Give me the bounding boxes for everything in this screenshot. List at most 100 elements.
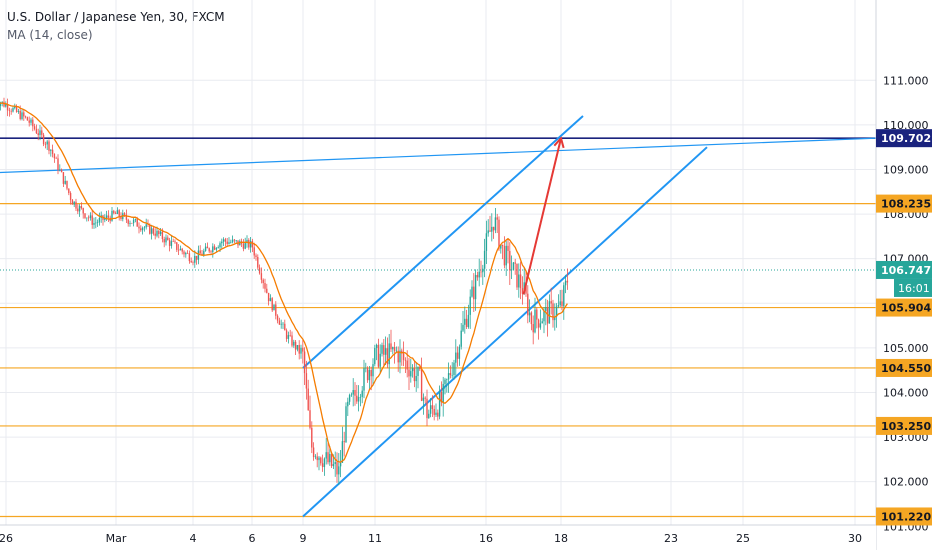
- projection-arrow: [522, 136, 565, 295]
- candle-body: [53, 153, 56, 159]
- candle-body: [456, 352, 459, 359]
- candle-body: [69, 193, 72, 200]
- indicator-legend: MA (14, close): [7, 28, 93, 42]
- candle-body: [339, 462, 342, 467]
- candle-body: [111, 210, 113, 221]
- trend-line-channel-upper: [302, 115, 584, 369]
- candle-body: [280, 323, 282, 325]
- candle-body: [474, 274, 477, 300]
- candle-body: [503, 246, 506, 266]
- candle-body: [554, 316, 556, 321]
- countdown-bg: [894, 278, 932, 297]
- time-axis-bg: [0, 525, 876, 550]
- horizontal-levels: [0, 137, 876, 518]
- candle-body: [413, 367, 416, 382]
- candle-body: [206, 246, 209, 249]
- candle-body: [194, 255, 196, 263]
- time-tick-label: 23: [664, 532, 678, 545]
- candle-body: [77, 208, 79, 212]
- candle-body: [158, 230, 160, 235]
- candle-body: [343, 441, 345, 443]
- candle-body: [114, 213, 117, 214]
- candle-body: [541, 321, 543, 324]
- candle-body: [561, 301, 563, 307]
- candle-body: [455, 352, 457, 363]
- candle-body: [563, 285, 565, 307]
- candle-body: [41, 130, 43, 135]
- candle-body: [127, 219, 129, 224]
- price-tick-label: 104.000: [883, 386, 929, 399]
- time-tick-label: 9: [300, 532, 307, 545]
- current-price-label: 106.747: [881, 264, 931, 277]
- level-price-label: 101.220: [881, 510, 931, 523]
- trend-line-long-trendline: [0, 135, 931, 174]
- candle-body: [498, 219, 500, 249]
- candle-body: [377, 344, 380, 367]
- candle-body: [410, 371, 412, 377]
- candle-body: [248, 239, 250, 248]
- resistance-price-label-bg: [876, 129, 932, 148]
- candle-body: [442, 383, 444, 403]
- level-price-label-bg: [876, 507, 932, 526]
- candle-body: [518, 274, 520, 288]
- candle-body: [264, 283, 266, 289]
- candle-body: [471, 286, 473, 297]
- candle-body: [431, 405, 434, 410]
- time-tick-label: 4: [190, 532, 197, 545]
- candle-body: [195, 255, 198, 260]
- candle-body: [564, 280, 567, 286]
- candle-body: [408, 369, 410, 377]
- candle-body: [73, 201, 75, 205]
- candle-body: [190, 261, 192, 263]
- price-axis[interactable]: 101.000102.000103.000104.000105.000106.0…: [875, 0, 932, 550]
- candle-body: [24, 116, 27, 118]
- candle-body: [269, 298, 272, 302]
- trend-line-channel-lower: [302, 146, 708, 518]
- candle-body: [244, 242, 246, 249]
- level-price-label: 103.250: [881, 420, 931, 433]
- candle-body: [485, 233, 488, 251]
- candle-body: [258, 267, 261, 274]
- candle-body: [365, 367, 367, 369]
- candle-body: [401, 350, 403, 354]
- candle-body: [354, 390, 356, 396]
- candle-body: [440, 391, 443, 403]
- candle-body: [521, 288, 524, 294]
- candle-body: [219, 243, 221, 248]
- candle-body: [368, 370, 371, 381]
- candle-body: [514, 262, 516, 264]
- candle-body: [71, 199, 74, 205]
- candle-body: [532, 324, 534, 333]
- candle-body: [390, 343, 392, 350]
- candle-body: [192, 262, 194, 263]
- candle-body: [251, 241, 254, 248]
- candle-body: [87, 217, 90, 219]
- candle-body: [289, 335, 291, 336]
- candle-body: [530, 312, 533, 325]
- candle-body: [5, 104, 7, 107]
- candle-body: [134, 219, 137, 220]
- candle-body: [374, 348, 376, 365]
- time-axis[interactable]: 26 Mar 4 6 9 11 16 18 23 25 30: [0, 524, 876, 550]
- candle-body: [172, 241, 174, 242]
- price-tick-label: 111.000: [883, 74, 929, 87]
- candle-body: [330, 453, 333, 467]
- candle-body: [60, 169, 63, 173]
- candle-body: [404, 359, 407, 361]
- candle-body: [249, 241, 252, 248]
- candle-body: [32, 119, 34, 127]
- candles: [0, 97, 569, 486]
- candle-body: [55, 158, 57, 159]
- candle-body: [217, 247, 219, 249]
- candle-body: [314, 456, 317, 458]
- candle-body: [132, 219, 135, 224]
- candle-body: [188, 253, 191, 262]
- candle-body: [107, 215, 110, 218]
- candle-body: [411, 367, 414, 372]
- arrow-head: [553, 136, 565, 149]
- candle-body: [320, 457, 322, 464]
- candle-body: [363, 367, 365, 391]
- candle-body: [50, 149, 52, 151]
- candle-body: [480, 271, 482, 273]
